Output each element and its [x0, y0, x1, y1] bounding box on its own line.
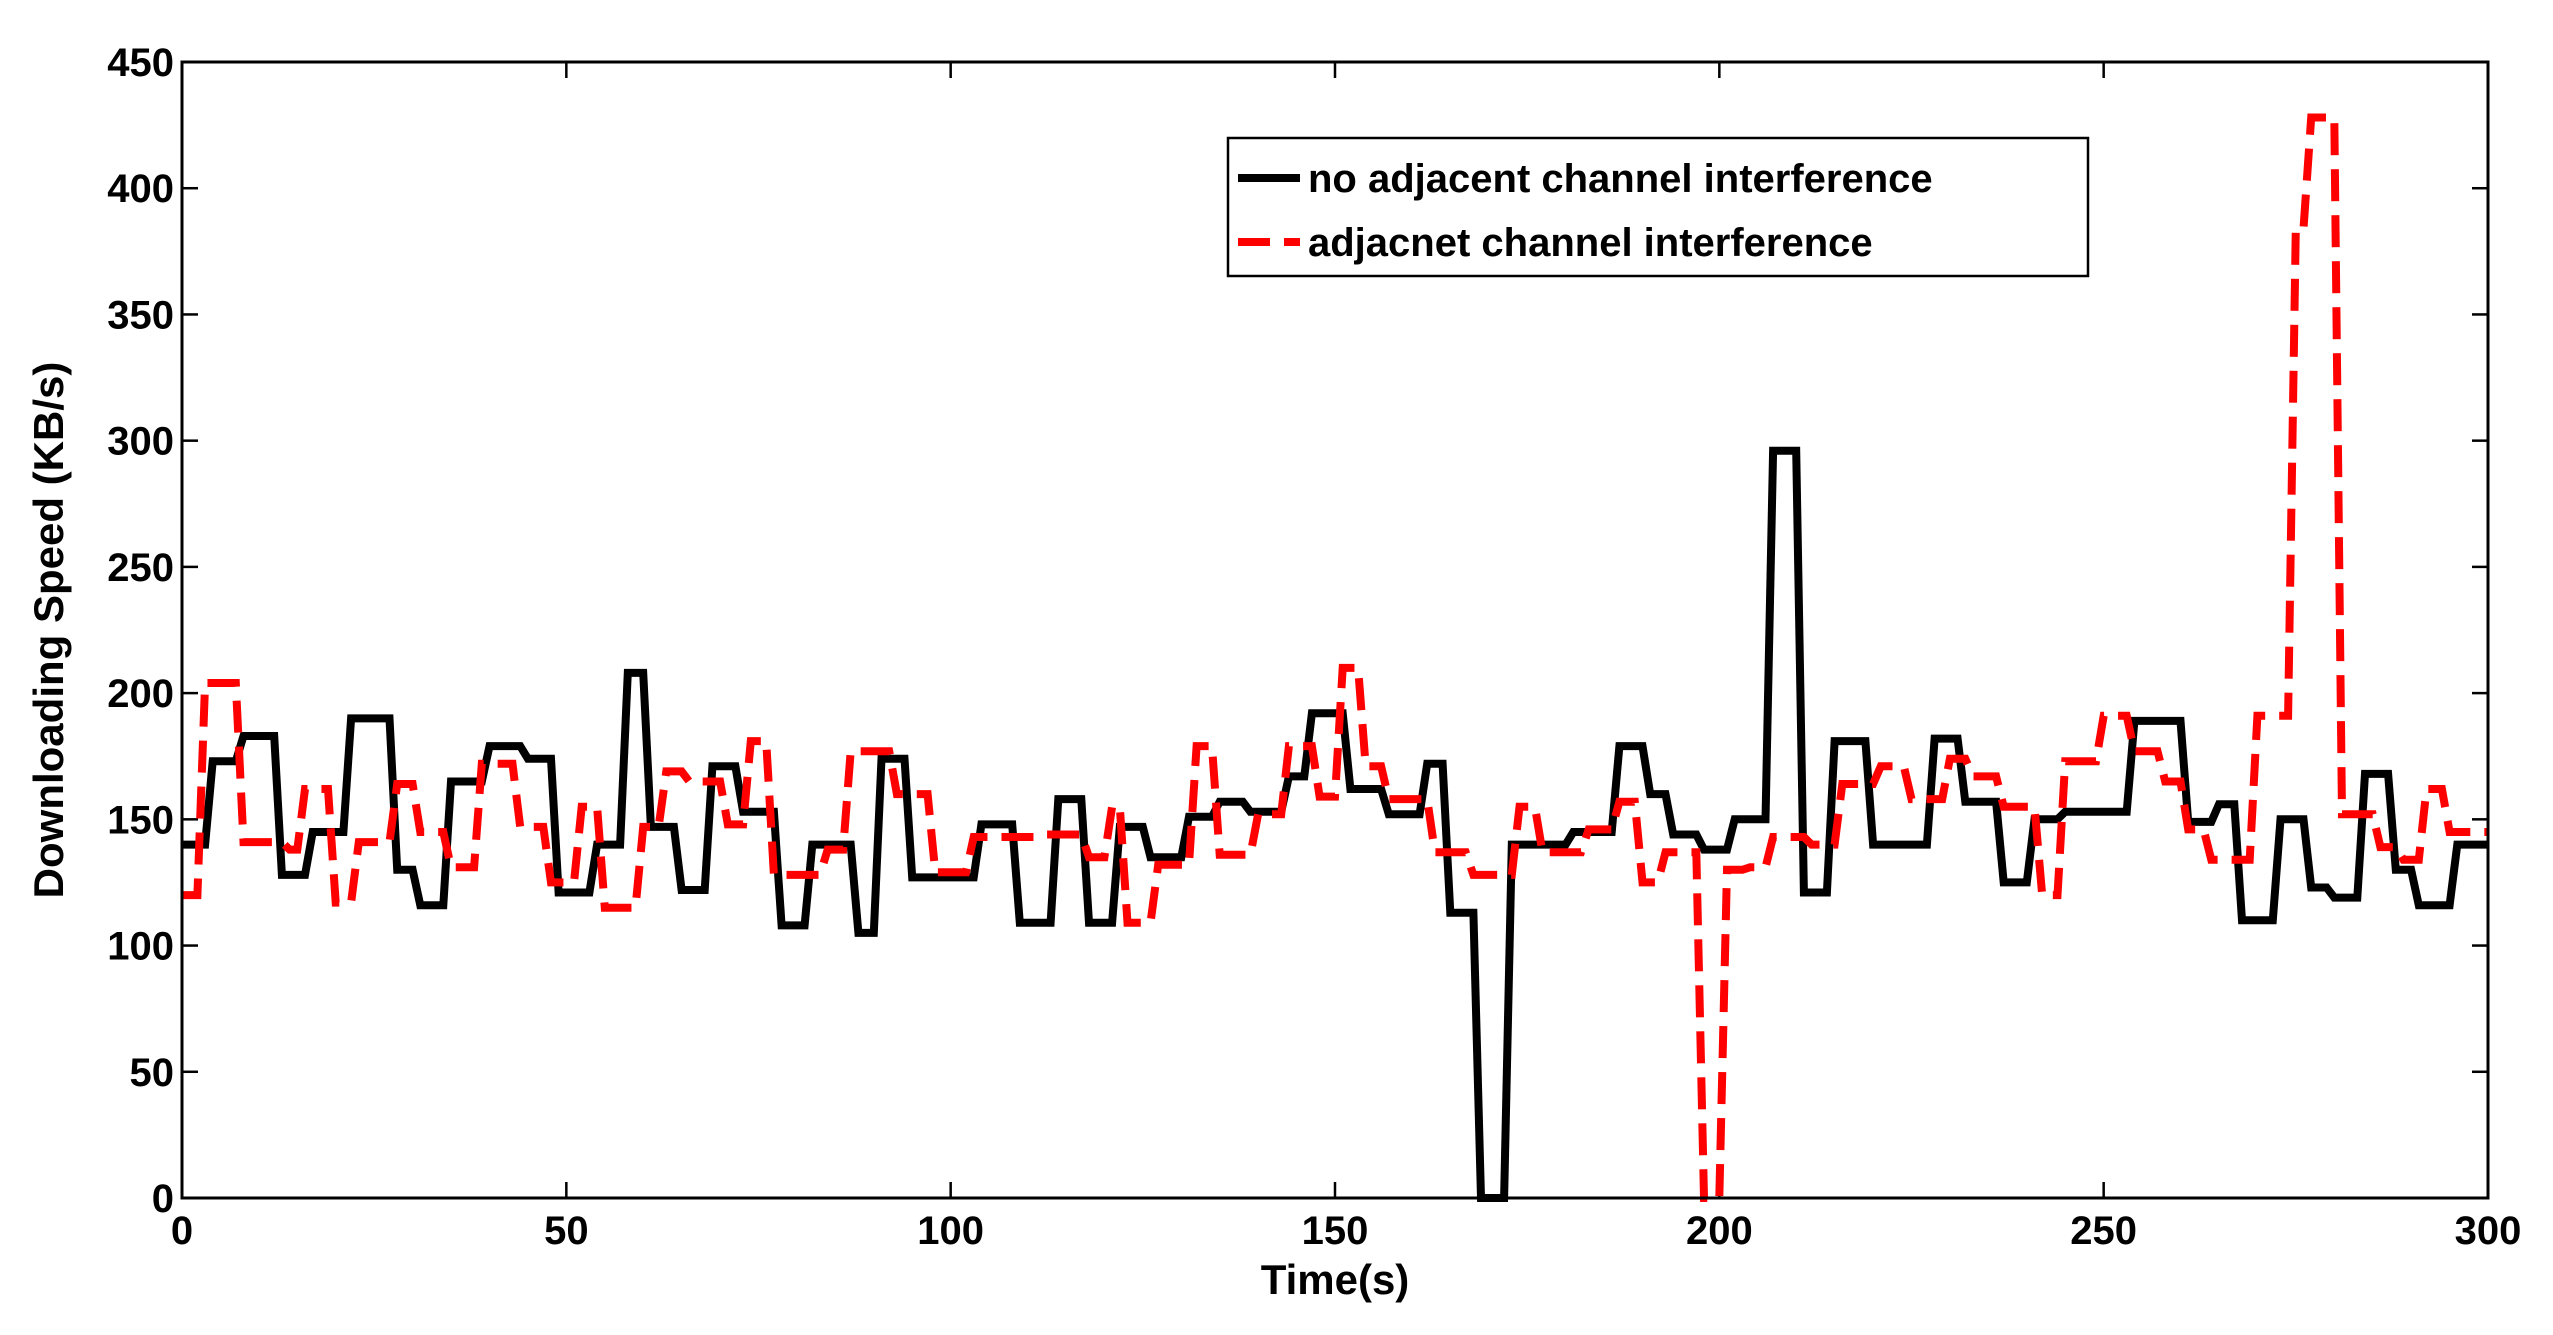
y-axis-ticks: 0 50 100 150 200 250 300 350 400 450	[107, 41, 2488, 1221]
series-layer	[182, 113, 2488, 1202]
x-tick-label: 300	[2455, 1209, 2522, 1253]
y-tick-label: 450	[107, 41, 174, 85]
x-tick-label: 50	[544, 1209, 589, 1253]
y-tick-label: 0	[152, 1177, 174, 1221]
y-axis-label: Downloading Speed (KB/s)	[25, 362, 72, 899]
legend-label-interference: adjacnet channel interference	[1308, 221, 1873, 265]
x-tick-label: 150	[1302, 1209, 1369, 1253]
series-line-interference	[182, 113, 2488, 1202]
y-tick-label: 150	[107, 798, 174, 842]
x-axis-ticks: 0 50 100 150 200 250 300	[171, 62, 2522, 1253]
legend-box	[1226, 136, 2090, 278]
y-tick-label: 400	[107, 167, 174, 211]
y-tick-label: 50	[130, 1051, 175, 1095]
x-tick-label: 100	[917, 1209, 984, 1253]
y-tick-label: 100	[107, 925, 174, 969]
legend-label-no-interference: no adjacent channel interference	[1308, 157, 1933, 201]
y-tick-label: 300	[107, 420, 174, 464]
x-tick-label: 200	[1686, 1209, 1753, 1253]
plot-area-frame	[180, 60, 2490, 1200]
x-axis-label: Time(s)	[1261, 1256, 1410, 1303]
x-tick-label: 0	[171, 1209, 193, 1253]
y-tick-label: 200	[107, 672, 174, 716]
legend: no adjacent channel interference adjacne…	[1226, 136, 2090, 278]
y-tick-label: 250	[107, 546, 174, 590]
y-tick-label: 350	[107, 293, 174, 337]
x-tick-label: 250	[2070, 1209, 2137, 1253]
